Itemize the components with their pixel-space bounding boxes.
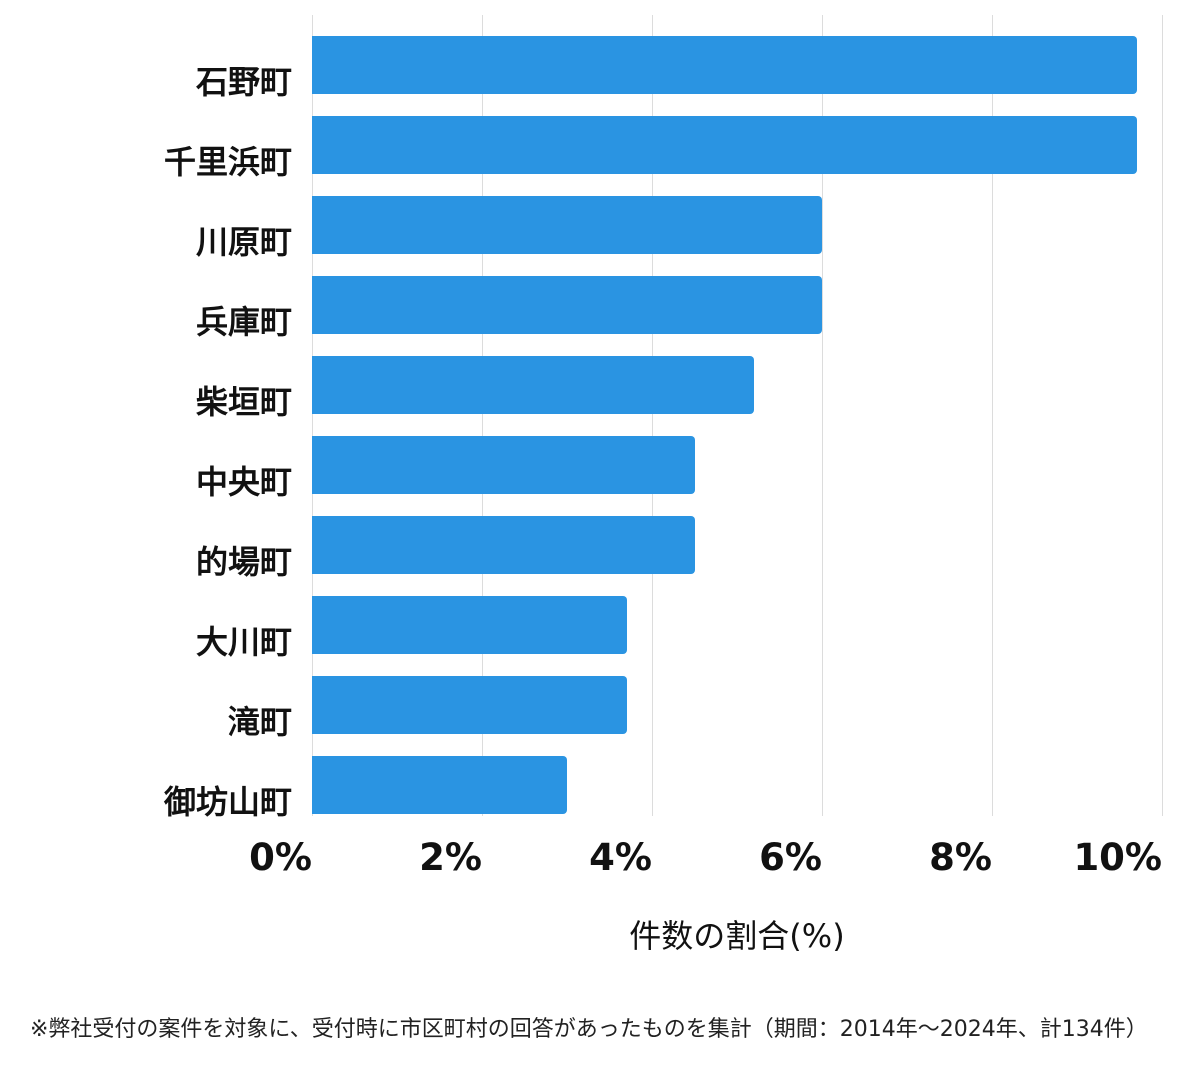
category-label: 千里浜町 [163,143,292,181]
bar-row [312,36,1162,94]
bar-matobamachi [312,516,695,574]
category-label: 石野町 [195,63,292,101]
category-label: 中央町 [195,463,292,501]
category-label: 滝町 [227,703,292,741]
footnote: ※弊社受付の案件を対象に、受付時に市区町村の回答があったものを集計（期間：201… [30,1017,1148,1042]
bar-row [312,116,1162,174]
x-tick: 10% [1073,836,1162,879]
category-label: 柴垣町 [195,383,292,421]
bar-row [312,436,1162,494]
gridline-4pct [652,15,653,816]
category-label: 的場町 [195,543,292,581]
bar-kawaramachi [312,196,822,254]
category-label: 川原町 [195,223,292,261]
bar-row [312,356,1162,414]
x-tick: 0% [249,836,312,879]
category-labels: 石野町 千里浜町 川原町 兵庫町 柴垣町 中央町 的場町 大川町 滝町 御坊山町 [0,51,292,851]
x-tick: 4% [589,836,652,879]
bar-row [312,596,1162,654]
bar-shibagakimachi [312,356,754,414]
bar-ishinomachi [312,36,1137,94]
category-label: 兵庫町 [195,303,292,341]
x-tick: 6% [759,836,822,879]
category-label: 御坊山町 [163,783,292,821]
plot-area [312,15,1163,816]
bar-row [312,196,1162,254]
bar-row [312,276,1162,334]
x-tick: 8% [929,836,992,879]
x-tick: 2% [419,836,482,879]
x-axis-title: 件数の割合(%) [629,917,845,955]
gridline-8pct [992,15,993,816]
gridline-0pct [312,15,313,816]
gridline-6pct [822,15,823,816]
x-axis-ticks: 0% 2% 4% 6% 8% 10% [249,836,1162,884]
bar-hyogomachi [312,276,822,334]
gridline-2pct [482,15,483,816]
category-label: 大川町 [195,623,292,661]
bar-row [312,516,1162,574]
bar-takimachi [312,676,627,734]
bar-chirihamamachi [312,116,1137,174]
bar-gobozanmachi [312,756,567,814]
bar-row [312,756,1162,814]
bar-row [312,676,1162,734]
gridline-10pct [1162,15,1163,816]
bars-area [312,36,1162,836]
bar-okawamachi [312,596,627,654]
bar-chuomachi [312,436,695,494]
